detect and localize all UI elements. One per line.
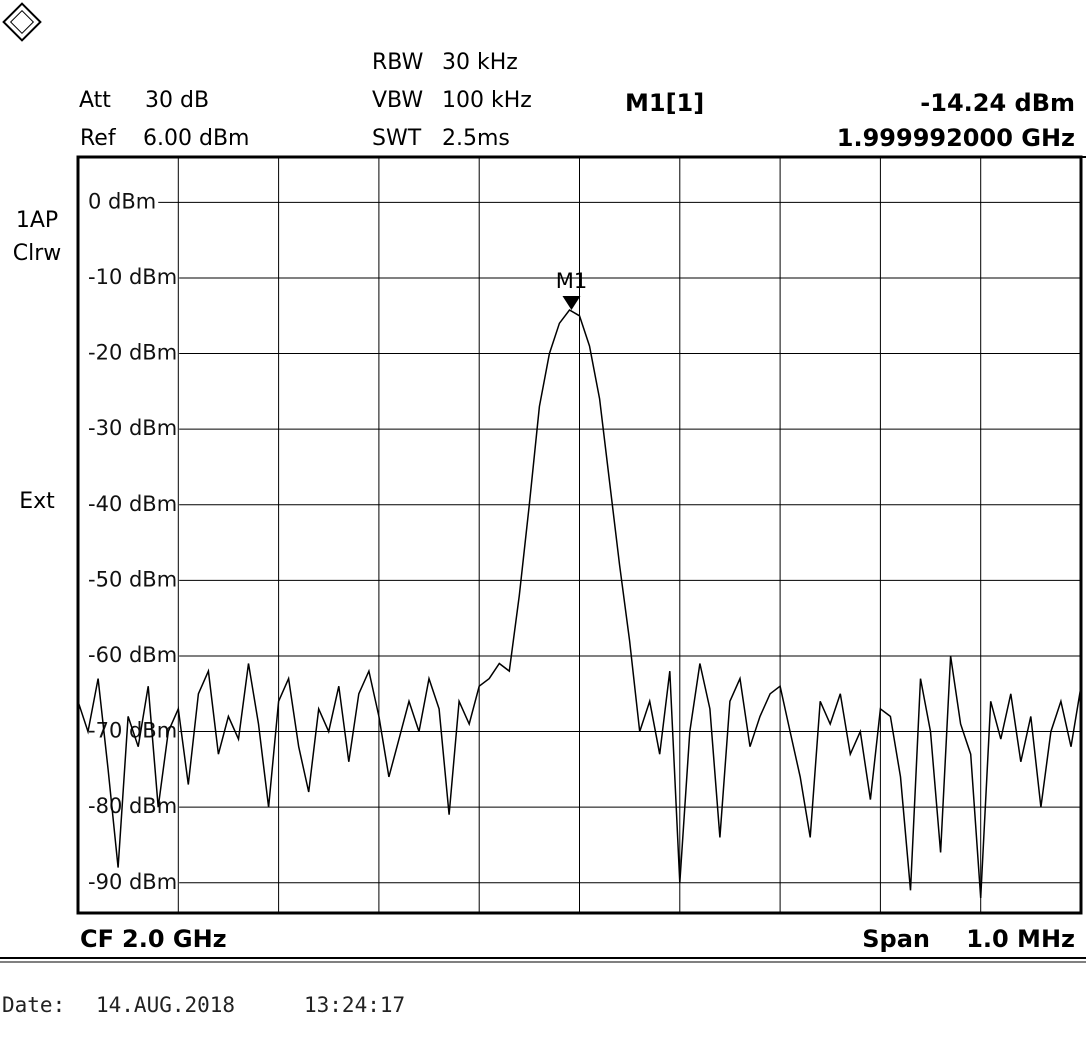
swt-value: 2.5ms <box>442 126 510 151</box>
span-label: Span <box>862 925 930 953</box>
y-tick-label: -80 dBm <box>88 794 177 818</box>
logo <box>2 2 42 42</box>
trigger: Ext <box>19 489 55 514</box>
swt-label: SWT <box>372 126 422 151</box>
marker-label: M1 <box>556 269 587 293</box>
time-value: 13:24:17 <box>304 993 405 1017</box>
vbw-value: 100 kHz <box>442 88 532 113</box>
marker-name: M1[1] <box>625 89 704 117</box>
rbw-value: 30 kHz <box>442 50 518 75</box>
cf-label: CF <box>80 925 114 953</box>
ref-value: 6.00 dBm <box>143 126 249 151</box>
att-label: Att <box>79 88 111 113</box>
y-tick-label: 0 dBm <box>88 189 156 213</box>
marker-level: -14.24 dBm <box>920 89 1075 117</box>
y-tick-label: -90 dBm <box>88 870 177 894</box>
y-tick-label: -10 dBm <box>88 265 177 289</box>
rbw-label: RBW <box>372 50 424 75</box>
y-tick-label: -60 dBm <box>88 643 177 667</box>
trace <box>77 309 1082 898</box>
marker <box>562 296 581 311</box>
trace-mode: 1AP <box>16 208 58 233</box>
date-label: Date: <box>2 993 65 1017</box>
y-tick-label: -50 dBm <box>88 567 177 591</box>
date-value: 14.AUG.2018 <box>96 993 235 1017</box>
y-tick-label: -40 dBm <box>88 492 177 516</box>
detector: Clrw <box>13 241 62 266</box>
vbw-label: VBW <box>372 88 423 113</box>
plot-frame <box>76 155 1083 915</box>
ref-label: Ref <box>80 126 117 151</box>
y-tick-label: -20 dBm <box>88 341 177 365</box>
span-value: 1.0 MHz <box>966 925 1075 953</box>
att-value: 30 dB <box>145 88 209 113</box>
cf-value: 2.0 GHz <box>122 925 227 953</box>
y-tick-label: -30 dBm <box>88 416 177 440</box>
marker-frequency: 1.999992000 GHz <box>837 124 1075 152</box>
